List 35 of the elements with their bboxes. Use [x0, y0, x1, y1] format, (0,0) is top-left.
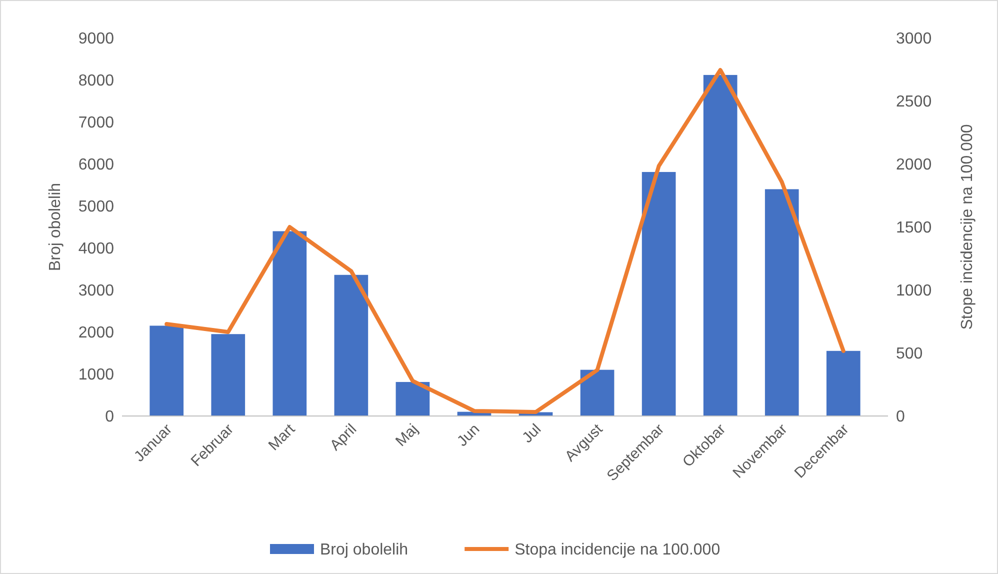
y2-tick-label: 0 — [896, 408, 905, 426]
y2-tick-label: 2500 — [896, 94, 932, 111]
legend-label: Stopa incidencije na 100.000 — [514, 542, 720, 559]
bar — [396, 382, 430, 416]
x-tick-label: Maj — [392, 420, 422, 450]
bar — [334, 274, 368, 416]
bar — [764, 189, 799, 416]
y-axis-title: Broj obolelih — [47, 182, 64, 272]
bar — [211, 334, 246, 416]
y2-tick-label: 3000 — [896, 30, 932, 48]
y-tick-label: 3000 — [78, 282, 114, 300]
y2-tick-label: 500 — [896, 346, 923, 363]
y-tick-label: 7000 — [78, 114, 114, 132]
y-tick-label: 5000 — [78, 198, 114, 216]
y-tick-label: 6000 — [78, 156, 114, 174]
y-tick-label: 2000 — [78, 324, 114, 342]
x-tick-label: Jun — [454, 420, 484, 450]
bar — [703, 74, 738, 416]
bar — [580, 370, 614, 416]
y-tick-label: 9000 — [78, 30, 114, 48]
line-series — [164, 68, 846, 414]
y2-tick-label: 1000 — [896, 282, 932, 300]
y2-tick-label: 1500 — [896, 220, 932, 237]
y-tick-label: 1000 — [78, 366, 114, 384]
bar — [642, 172, 676, 416]
y-tick-label: 0 — [105, 408, 114, 426]
legend-label: Broj obolelih — [320, 542, 408, 559]
bar — [826, 350, 860, 416]
bar — [272, 231, 307, 416]
y2-tick-label: 2000 — [896, 156, 932, 174]
x-tick-label: Jul — [519, 420, 545, 446]
y-tick-label: 4000 — [78, 240, 114, 258]
y-tick-label: 8000 — [78, 72, 114, 90]
y2-axis-title: Stope incidencije na 100.000 — [959, 124, 976, 330]
bar — [150, 326, 184, 416]
